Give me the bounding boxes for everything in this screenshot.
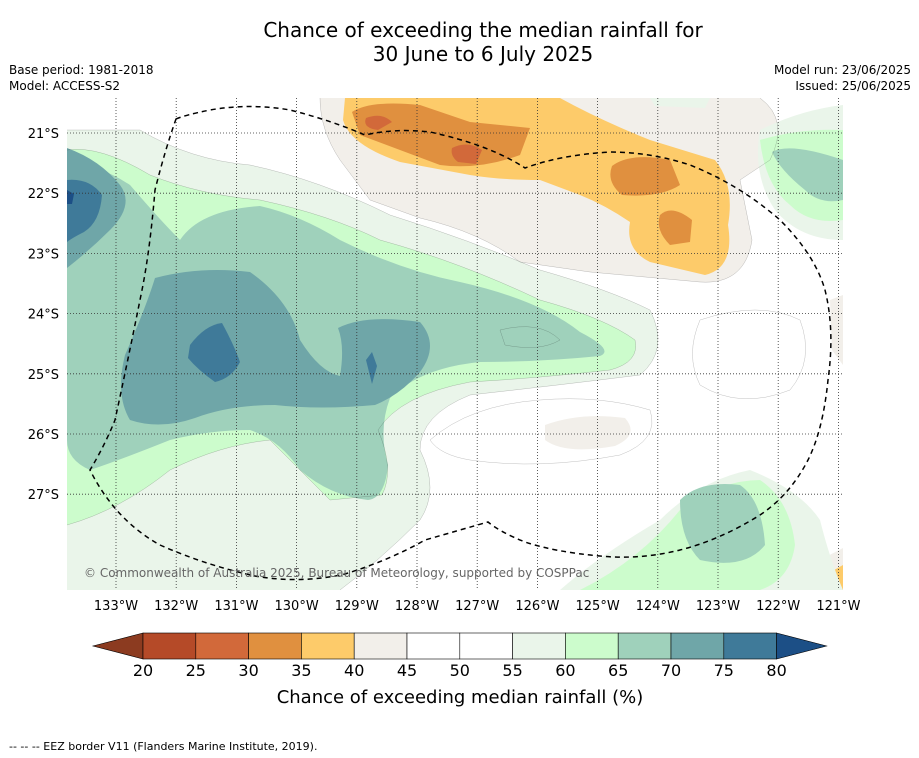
latitude-label: 23°S [28, 247, 59, 262]
colorbar-tick-label: 65 [608, 661, 628, 680]
colorbar-tick-label: 75 [714, 661, 734, 680]
colorbar-tick-label: 80 [766, 661, 786, 680]
longitude-label: 122°W [756, 599, 800, 614]
gridlines [67, 98, 843, 590]
colorbar-segment [670, 632, 725, 660]
longitude-label: 126°W [515, 599, 559, 614]
longitude-label: 132°W [154, 599, 198, 614]
colorbar-segment [142, 632, 197, 660]
copyright-text: © Commonwealth of Australia 2025, Bureau… [84, 566, 589, 580]
colorbar-tick-label: 45 [397, 661, 417, 680]
longitude-labels: 133°W 132°W 131°W 130°W 129°W 128°W 127°W 126°W… [94, 599, 861, 614]
colorbar-tick-label: 50 [450, 661, 470, 680]
latitude-label: 27°S [28, 488, 59, 503]
colorbar-tick-label: 25 [186, 661, 206, 680]
model-run: Model run: 23/06/2025 [773, 63, 911, 77]
colorbar-tick-label: 55 [502, 661, 522, 680]
latitude-label: 26°S [28, 428, 59, 443]
colorbar-max-arrow [776, 632, 828, 660]
colorbar-segment [723, 632, 777, 660]
colorbar-tick-label: 35 [291, 661, 311, 680]
meta-right: Model run: 23/06/2025 Issued: 25/06/2025 [774, 62, 911, 94]
latitude-label: 25°S [28, 368, 59, 383]
forecast-map: © Commonwealth of Australia 2025, Bureau… [28, 98, 861, 708]
colorbar-segment [301, 632, 355, 660]
colorbar-tick-label: 20 [133, 661, 153, 680]
colorbar-tick-label: 70 [661, 661, 681, 680]
longitude-label: 130°W [275, 599, 319, 614]
colorbar-title: Chance of exceeding median rainfall (%) [277, 687, 644, 708]
title-line-2: 30 June to 6 July 2025 [372, 42, 594, 66]
eez-border [89, 105, 832, 581]
longitude-label: 128°W [395, 599, 439, 614]
latitude-labels: 21°S 22°S 23°S 24°S 25°S 26°S 27°S [28, 127, 59, 503]
colorbar-segment [195, 632, 249, 660]
map-title: Chance of exceeding the median rainfall … [0, 18, 919, 66]
longitude-label: 123°W [696, 599, 740, 614]
colorbar-segment [459, 632, 513, 660]
map-plot-area [67, 98, 843, 590]
longitude-label: 129°W [335, 599, 379, 614]
colorbar-tick-label: 30 [238, 661, 258, 680]
longitude-label: 133°W [94, 599, 138, 614]
model-name: Model: ACCESS-S2 [9, 79, 121, 93]
colorbar: 20 25 30 35 40 45 50 55 60 65 70 75 80 [91, 632, 828, 680]
colorbar-segment [565, 632, 619, 660]
colorbar-segment [248, 632, 302, 660]
longitude-label: 121°W [816, 599, 860, 614]
eez-footnote: -- -- -- EEZ border V11 (Flanders Marine… [9, 740, 318, 753]
colorbar-segment [406, 632, 461, 660]
latitude-label: 24°S [28, 308, 59, 323]
longitude-label: 125°W [576, 599, 620, 614]
colorbar-segment [353, 632, 408, 660]
meta-left: Base period: 1981-2018 Model: ACCESS-S2 [9, 62, 154, 94]
longitude-label: 124°W [636, 599, 680, 614]
issued-date: Issued: 25/06/2025 [795, 79, 911, 93]
colorbar-min-arrow [91, 632, 144, 660]
colorbar-tick-label: 60 [555, 661, 575, 680]
colorbar-segment [512, 632, 566, 660]
latitude-label: 22°S [28, 187, 59, 202]
colorbar-segment [617, 632, 672, 660]
latitude-label: 21°S [28, 127, 59, 142]
longitude-label: 131°W [214, 599, 258, 614]
colorbar-tick-label: 40 [344, 661, 364, 680]
title-line-1: Chance of exceeding the median rainfall … [263, 18, 703, 42]
base-period: Base period: 1981-2018 [9, 63, 154, 77]
longitude-label: 127°W [455, 599, 499, 614]
